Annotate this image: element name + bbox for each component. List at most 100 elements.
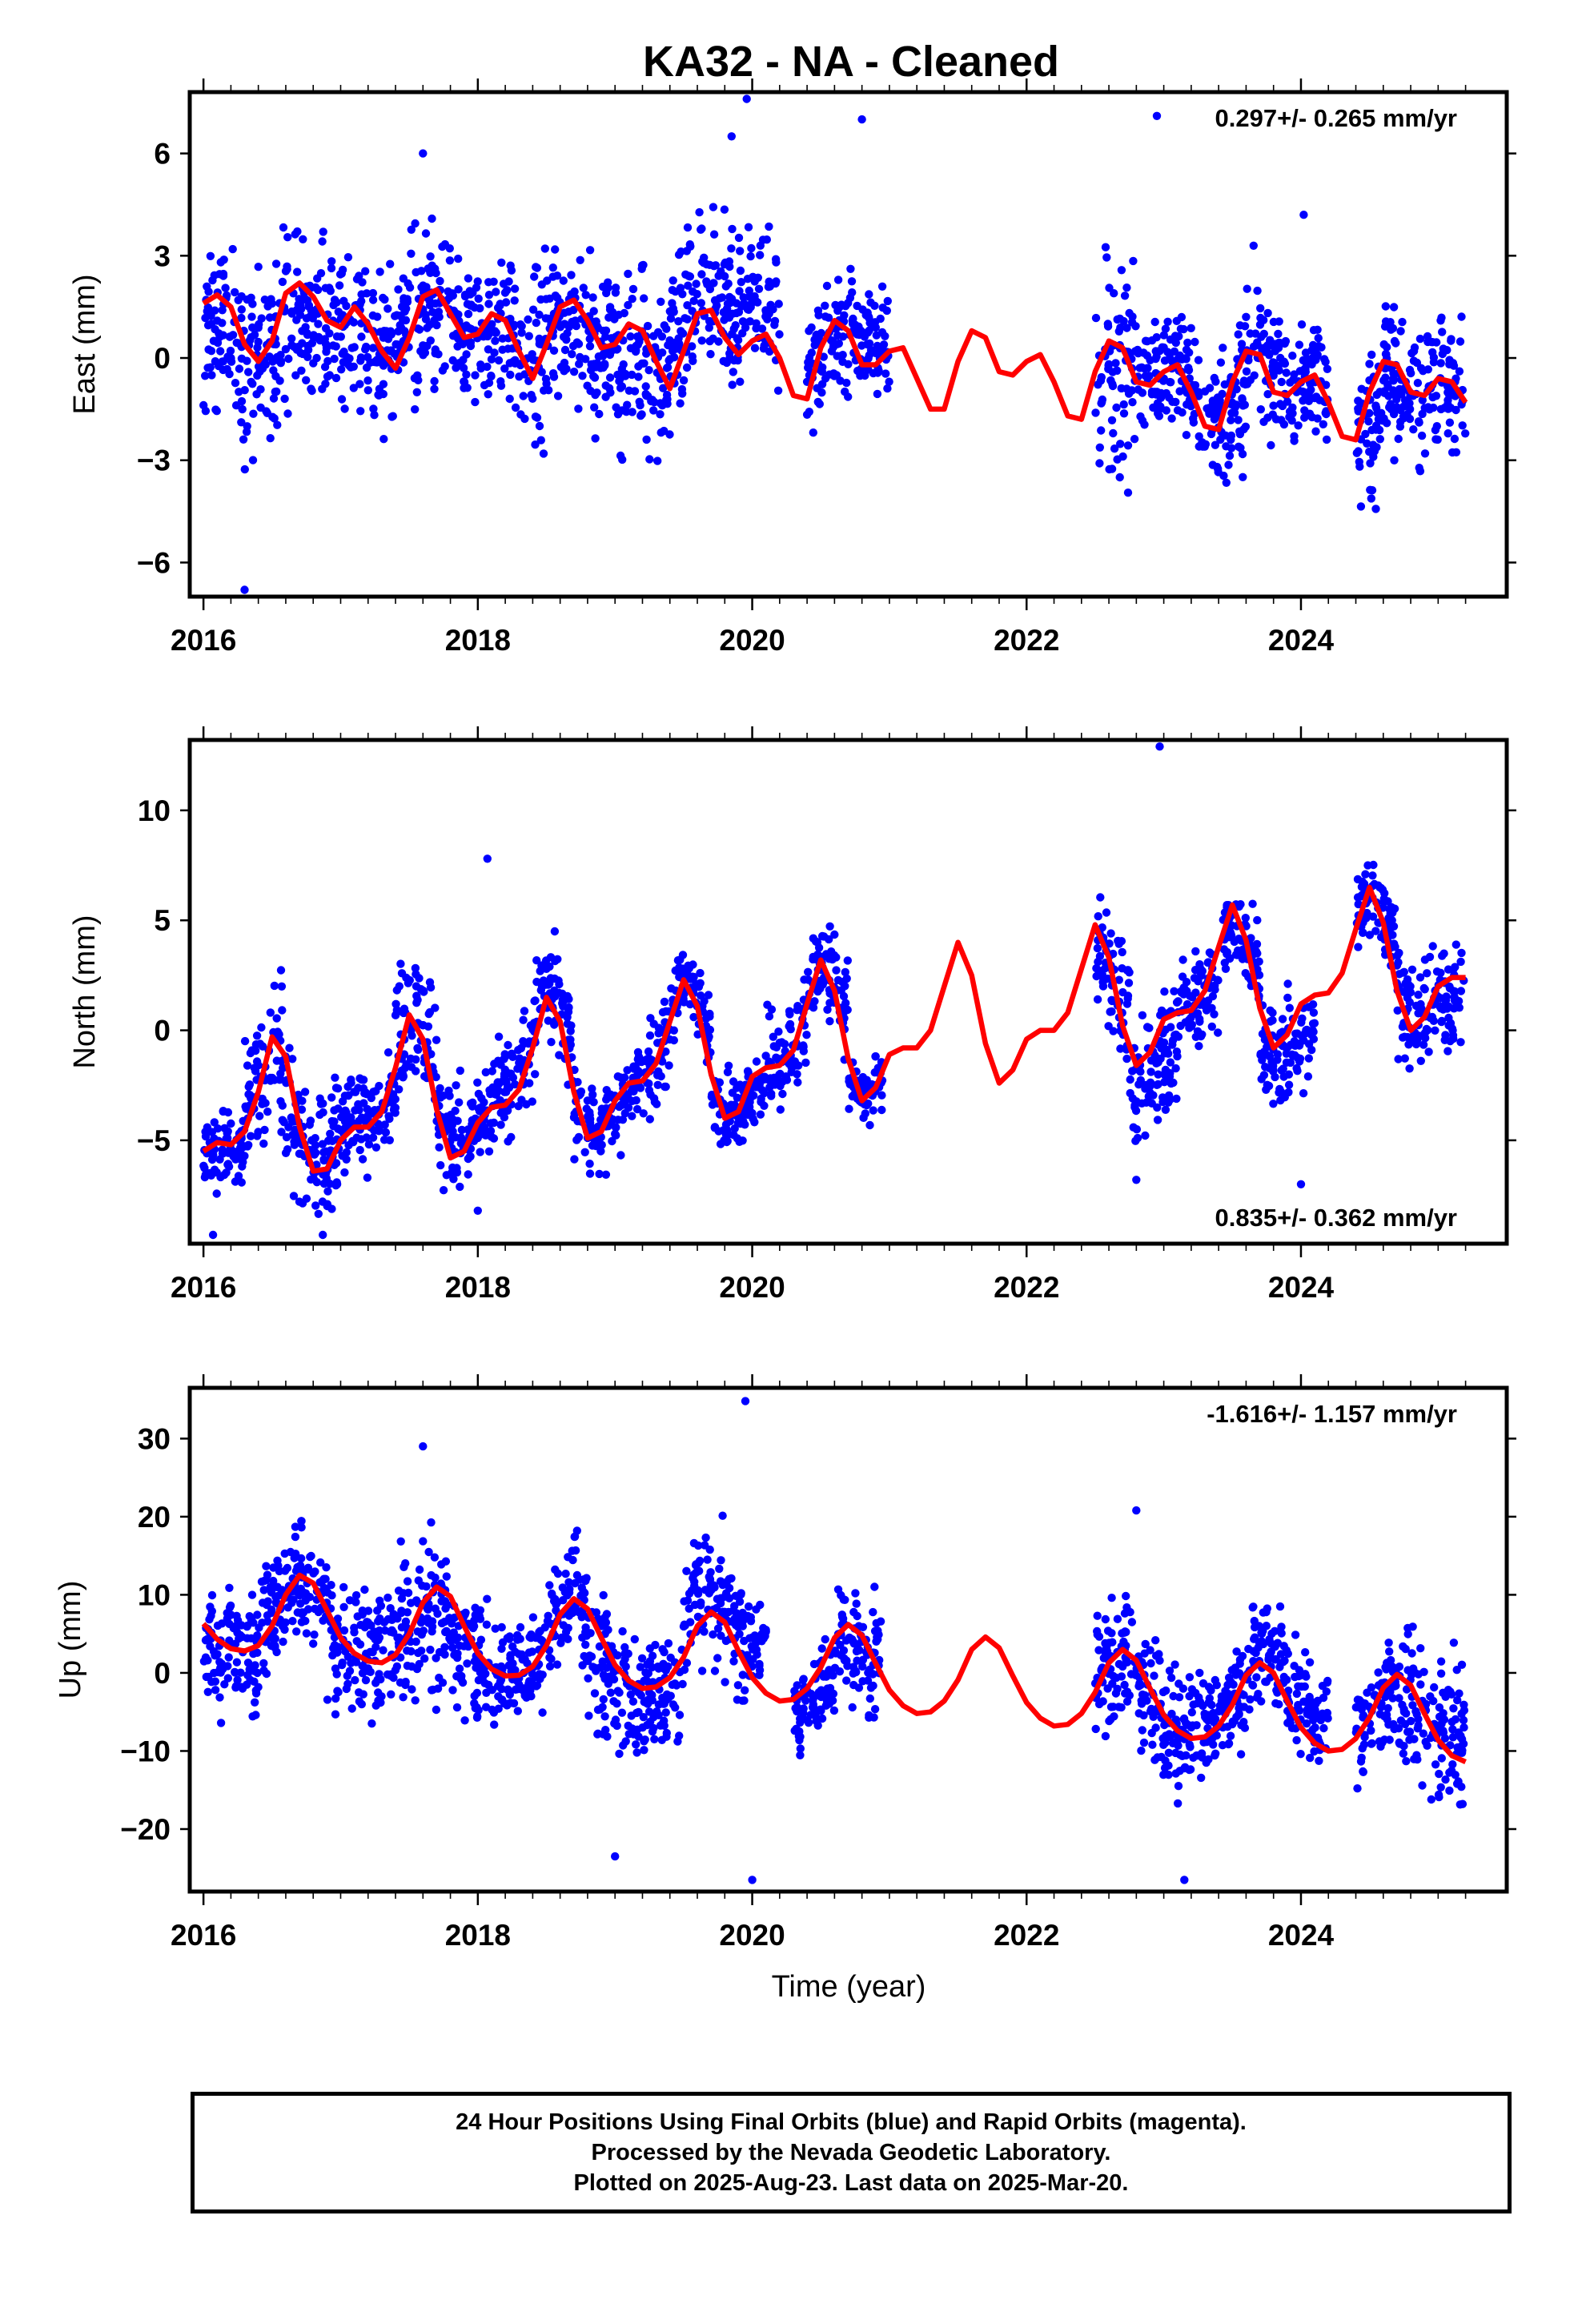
- up-point: [490, 1720, 499, 1729]
- north-point: [290, 1140, 299, 1149]
- north-point: [550, 1020, 559, 1029]
- north-point: [801, 1058, 810, 1068]
- up-point: [433, 1684, 443, 1693]
- up-point: [646, 1717, 655, 1727]
- north-point: [1118, 987, 1127, 997]
- up-point: [618, 1626, 627, 1636]
- east-point: [516, 410, 525, 419]
- up-point: [424, 1547, 433, 1557]
- east-point: [605, 305, 615, 314]
- east-point: [1124, 389, 1134, 398]
- north-ytick-label: 5: [154, 904, 171, 937]
- north-point: [745, 1094, 755, 1103]
- east-point: [267, 295, 275, 304]
- up-point: [415, 1565, 424, 1574]
- north-point: [678, 951, 688, 959]
- up-point: [351, 1590, 361, 1600]
- east-point: [1399, 402, 1408, 411]
- north-point: [1116, 1044, 1125, 1053]
- north-point: [500, 1065, 509, 1074]
- north-point: [278, 1006, 287, 1015]
- up-point: [630, 1634, 639, 1644]
- north-point: [550, 927, 560, 936]
- east-point: [1290, 370, 1299, 379]
- east-point: [227, 357, 236, 366]
- east-point: [866, 298, 875, 307]
- north-point: [311, 1201, 320, 1210]
- north-point: [728, 1088, 737, 1097]
- east-point: [589, 360, 599, 368]
- east-point: [846, 264, 855, 273]
- north-point: [282, 1132, 291, 1142]
- north-point: [1257, 1075, 1266, 1084]
- north-point: [1157, 1006, 1166, 1015]
- north-point: [400, 1004, 409, 1013]
- north-point: [1210, 1010, 1219, 1019]
- up-point: [231, 1667, 239, 1677]
- north-point: [823, 1005, 832, 1015]
- east-point: [1234, 330, 1243, 339]
- up-point: [553, 1569, 563, 1578]
- up-point: [356, 1620, 365, 1630]
- east-point: [249, 409, 258, 418]
- east-point: [544, 386, 553, 395]
- east-point: [1143, 364, 1152, 372]
- north-point: [793, 1002, 802, 1011]
- east-point: [702, 277, 711, 286]
- east-point: [1159, 331, 1169, 340]
- north-point: [1269, 1100, 1278, 1108]
- east-point: [662, 396, 671, 404]
- east-point: [243, 295, 251, 304]
- north-point: [1145, 1083, 1154, 1092]
- north-point: [705, 1012, 714, 1021]
- north-point: [608, 1115, 617, 1124]
- up-point: [601, 1726, 610, 1735]
- up-point: [345, 1667, 355, 1675]
- east-point: [746, 251, 755, 261]
- east-point: [1112, 403, 1121, 412]
- east-point: [206, 251, 215, 260]
- north-point: [246, 1091, 255, 1100]
- north-point: [323, 1187, 332, 1196]
- north-outlier-point: [208, 1230, 218, 1240]
- east-point: [1234, 442, 1243, 451]
- east-point: [379, 435, 388, 444]
- up-point: [371, 1701, 380, 1710]
- north-point: [322, 1147, 331, 1156]
- east-point: [1385, 403, 1394, 412]
- east-point: [510, 320, 519, 329]
- up-point: [220, 1680, 229, 1689]
- north-point: [257, 1023, 266, 1032]
- up-point: [473, 1712, 482, 1721]
- east-point: [272, 387, 281, 396]
- north-point: [667, 984, 676, 993]
- east-point: [775, 330, 784, 339]
- east-point: [462, 370, 471, 379]
- north-point: [391, 1104, 400, 1112]
- up-point: [673, 1737, 682, 1746]
- east-point: [1208, 396, 1218, 405]
- east-point: [1379, 414, 1388, 423]
- north-point: [1279, 1064, 1287, 1073]
- north-point: [814, 943, 824, 952]
- north-point: [752, 1057, 761, 1066]
- east-point: [689, 356, 697, 365]
- up-point: [416, 1618, 426, 1627]
- east-point: [396, 323, 406, 332]
- north-point: [285, 1043, 294, 1052]
- east-point: [681, 270, 690, 279]
- east-point: [1275, 317, 1283, 326]
- up-point: [311, 1604, 319, 1614]
- east-point: [1243, 284, 1251, 293]
- north-point: [722, 1137, 731, 1147]
- east-point: [243, 356, 251, 365]
- east-point: [1152, 333, 1161, 342]
- east-point: [827, 347, 837, 356]
- north-point: [705, 1032, 713, 1041]
- east-point: [256, 385, 265, 394]
- north-point: [1154, 1070, 1162, 1079]
- north-point: [634, 1067, 643, 1076]
- up-point: [586, 1629, 595, 1638]
- east-point: [1249, 342, 1259, 351]
- east-point: [665, 430, 674, 439]
